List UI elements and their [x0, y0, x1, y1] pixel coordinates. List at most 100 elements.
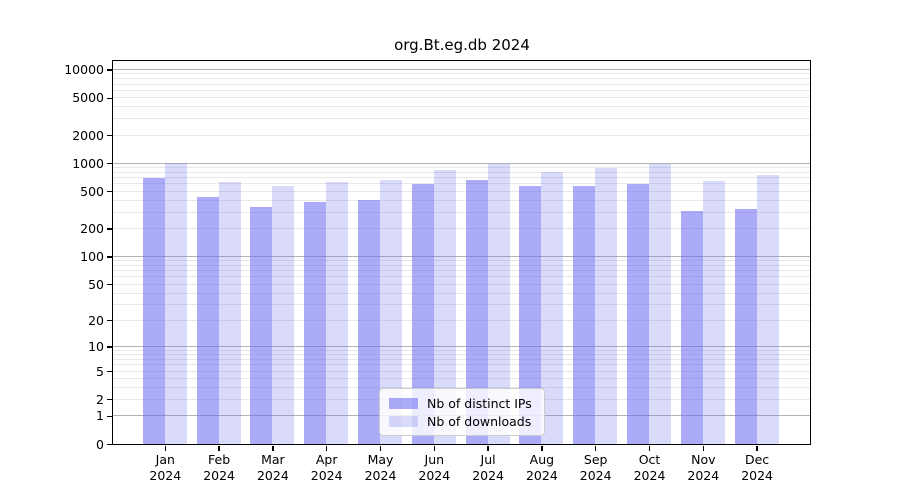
xtick-mark: [541, 446, 543, 451]
ytick-label-10: 10: [88, 339, 104, 355]
legend: Nb of distinct IPs Nb of downloads: [379, 388, 545, 436]
gridline-minor: [113, 134, 810, 136]
xtick-label-feb: Feb 2024: [203, 452, 235, 483]
gridline-major: [113, 346, 810, 348]
xtick-label-dec: Dec 2024: [741, 452, 773, 483]
bar-may-downloads: [380, 180, 402, 444]
gridline-minor: [113, 106, 810, 108]
gridline-minor: [113, 292, 810, 294]
bar-apr-downloads: [326, 181, 349, 444]
ytick-mark: [107, 320, 112, 322]
legend-label-distinct-ips: Nb of distinct IPs: [427, 395, 532, 411]
bar-mar-ips: [250, 206, 273, 444]
xtick-mark: [218, 446, 220, 451]
xtick-label-oct: Oct 2024: [633, 452, 666, 483]
gridline-major: [113, 69, 810, 71]
bar-feb-downloads: [218, 181, 241, 444]
xtick-label-nov: Nov 2024: [687, 452, 720, 483]
ytick-mark: [107, 163, 112, 165]
xtick-label-jun: Jun 2024: [418, 452, 451, 483]
gridline-minor: [113, 303, 810, 305]
xtick-label-may: May 2024: [364, 452, 397, 483]
bar-jan-downloads: [164, 162, 187, 444]
gridline-minor: [113, 319, 810, 321]
gridline-minor: [113, 276, 810, 278]
ytick-mark: [107, 443, 112, 446]
gridline-minor: [113, 97, 810, 99]
legend-swatch-downloads: [389, 415, 418, 427]
ytick-label-0: 0: [96, 436, 104, 452]
legend-swatch-distinct-ips: [389, 397, 418, 409]
bar-aug-ips: [519, 186, 542, 444]
bar-jan-ips: [142, 178, 165, 444]
ytick-label-200: 200: [80, 220, 104, 236]
gridline-minor: [113, 171, 810, 173]
bar-nov-ips: [680, 210, 703, 444]
ytick-mark: [107, 371, 112, 373]
bar-sep-ips: [573, 185, 596, 444]
ytick-mark: [107, 191, 112, 193]
bar-apr-ips: [304, 201, 327, 444]
gridline-major: [113, 162, 810, 164]
gridline-minor: [113, 183, 810, 185]
bar-aug-downloads: [541, 171, 564, 444]
xtick-label-sep: Sep 2024: [579, 452, 612, 483]
bar-sep-downloads: [595, 168, 618, 444]
ytick-label-500: 500: [80, 183, 104, 199]
xtick-mark: [433, 446, 435, 451]
ytick-mark: [107, 415, 112, 417]
bar-jul-ips: [465, 179, 488, 444]
ytick-label-100: 100: [80, 248, 104, 264]
gridline-minor: [113, 264, 810, 266]
xtick-label-apr: Apr 2024: [310, 452, 343, 483]
ytick-label-20: 20: [88, 312, 104, 328]
xtick-mark: [702, 446, 704, 451]
gridline-minor: [113, 166, 810, 168]
ytick-mark: [107, 69, 112, 71]
gridline-minor: [113, 370, 810, 372]
xtick-mark: [595, 446, 597, 451]
bar-feb-ips: [196, 196, 219, 444]
xtick-mark: [164, 446, 166, 451]
ytick-label-1000: 1000: [72, 155, 104, 171]
gridline-minor: [113, 283, 810, 285]
ytick-mark: [107, 284, 112, 286]
bar-jul-downloads: [487, 163, 510, 444]
gridline-minor: [113, 211, 810, 213]
xtick-mark: [487, 446, 489, 451]
xtick-mark: [756, 446, 758, 451]
chart-title: org.Bt.eg.db 2024: [394, 36, 530, 54]
legend-label-downloads: Nb of downloads: [427, 413, 532, 429]
ytick-mark: [107, 134, 112, 137]
ytick-mark: [107, 399, 112, 401]
gridline-minor: [113, 199, 810, 201]
plot-area: Nb of distinct IPs Nb of downloads: [112, 60, 811, 445]
gridline-minor: [113, 73, 810, 75]
xtick-label-mar: Mar 2024: [256, 452, 289, 483]
xtick-mark: [272, 446, 274, 451]
ytick-mark: [107, 346, 112, 348]
bar-mar-downloads: [272, 186, 295, 444]
gridline-minor: [113, 89, 810, 91]
legend-item-downloads: Nb of downloads: [389, 412, 535, 430]
xtick-label-jul: Jul 2024: [472, 452, 504, 483]
bar-may-ips: [358, 200, 380, 444]
bar-jun-ips: [411, 183, 434, 444]
xtick-mark: [379, 446, 382, 451]
bar-oct-downloads: [649, 163, 671, 444]
gridline-minor: [113, 387, 810, 389]
ytick-mark: [107, 256, 112, 258]
gridline-minor: [113, 227, 810, 229]
gridline-minor: [113, 190, 810, 192]
gridline-minor: [113, 378, 810, 380]
gridline-minor: [113, 83, 810, 85]
ytick-label-10000: 10000: [64, 62, 104, 78]
gridline-major: [113, 255, 810, 257]
ytick-label-50: 50: [88, 276, 104, 292]
gridline-minor: [113, 177, 810, 179]
bar-jun-downloads: [433, 169, 456, 444]
gridline-minor: [113, 260, 810, 262]
ytick-label-5: 5: [96, 363, 104, 379]
xtick-label-aug: Aug 2024: [525, 452, 558, 483]
